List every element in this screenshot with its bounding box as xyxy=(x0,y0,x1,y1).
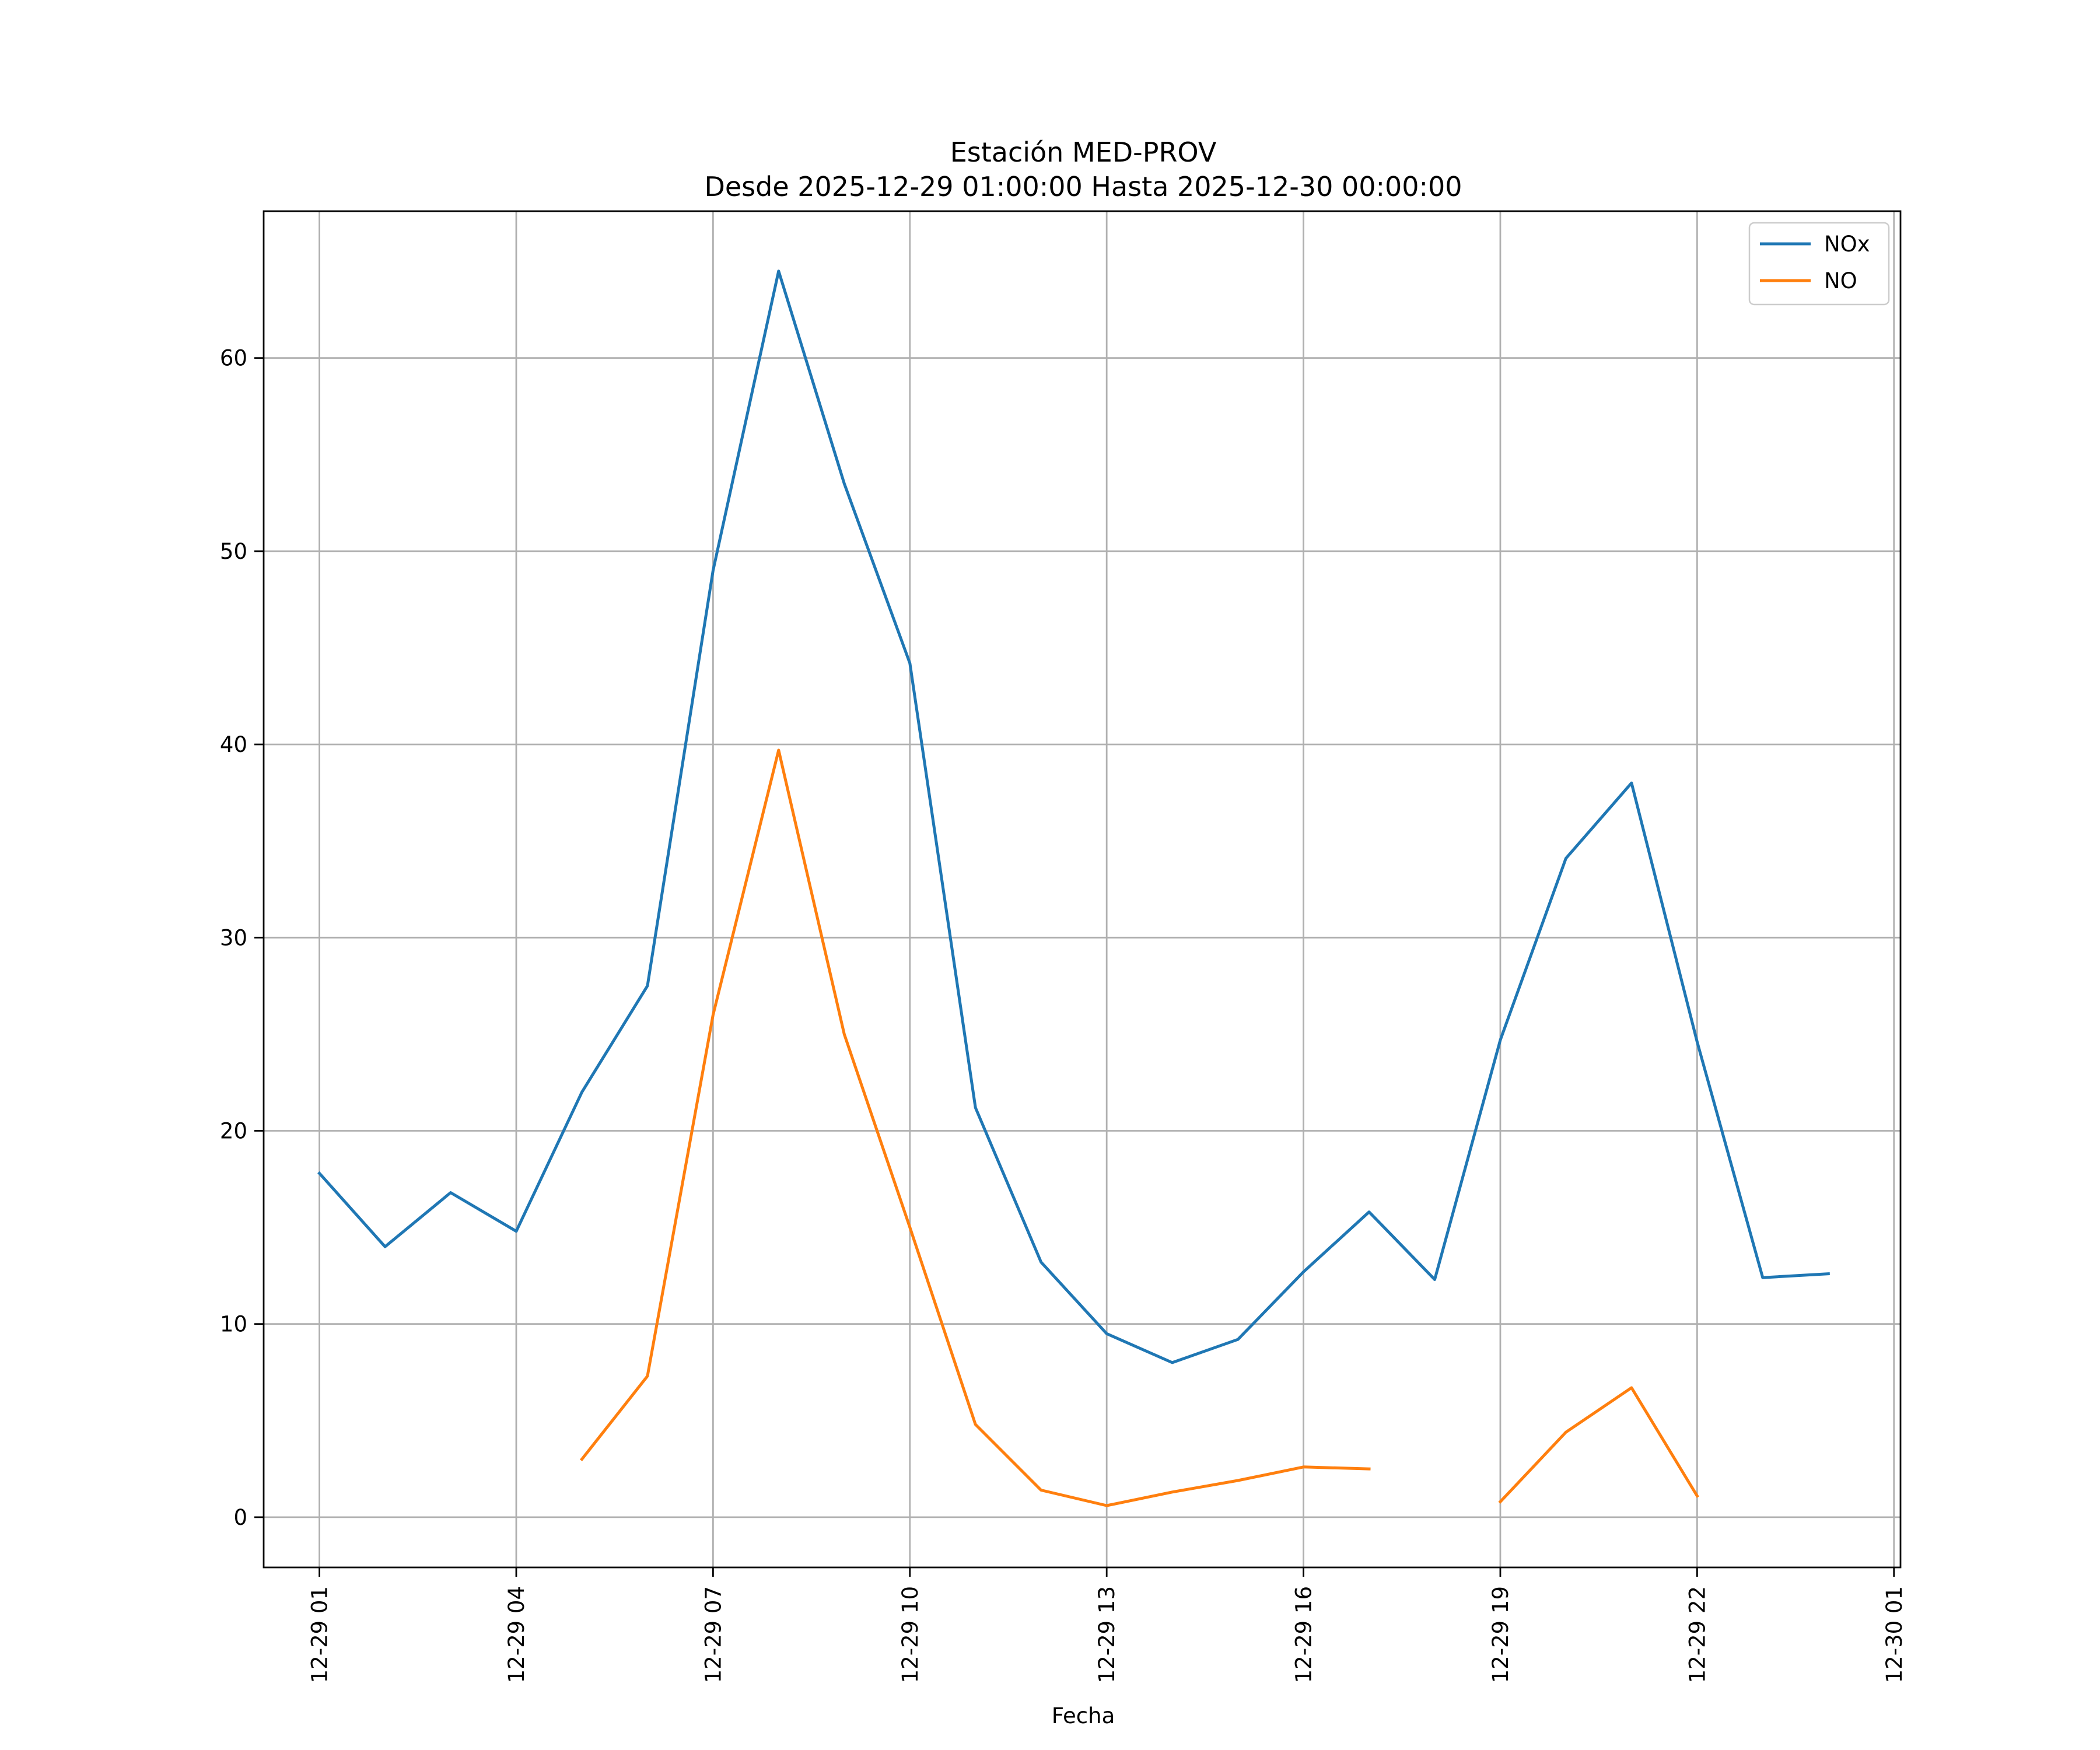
x-tick-label: 12-29 07 xyxy=(701,1586,726,1683)
x-tick-label: 12-29 13 xyxy=(1094,1586,1119,1683)
legend: NOx NO xyxy=(1748,222,1890,306)
x-axis-label: Fecha xyxy=(1052,1703,1115,1728)
series-lines xyxy=(317,270,1830,1507)
series-line-no xyxy=(579,748,1699,1507)
y-tick-label: 30 xyxy=(220,925,247,950)
y-tick-label: 50 xyxy=(220,539,247,564)
y-tick-label: 20 xyxy=(220,1118,247,1143)
x-tick-label: 12-29 01 xyxy=(307,1586,332,1683)
legend-label-nox: NOx xyxy=(1824,232,1870,257)
ticks: 12-29 01 12-29 04 12-29 07 12-29 10 12-29 13… xyxy=(220,346,1907,1684)
x-tick-label: 12-29 19 xyxy=(1488,1586,1513,1683)
x-tick-label: 12-29 04 xyxy=(504,1586,529,1683)
series-line-nox xyxy=(317,270,1830,1364)
x-tick-label: 12-30 01 xyxy=(1882,1586,1907,1683)
x-tick-label: 12-29 16 xyxy=(1292,1586,1317,1683)
chart-title: Estación MED-PROV xyxy=(950,136,1217,168)
y-tick-label: 0 xyxy=(233,1505,247,1530)
x-tick-label: 12-29 10 xyxy=(898,1586,923,1683)
legend-label-no: NO xyxy=(1824,268,1857,293)
grid xyxy=(264,211,1901,1567)
chart-subtitle: Desde 2025-12-29 01:00:00 Hasta 2025-12-… xyxy=(704,171,1462,202)
y-tick-label: 10 xyxy=(220,1312,247,1337)
x-tick-label: 12-29 22 xyxy=(1685,1586,1710,1683)
plot-frame xyxy=(262,210,1902,1569)
y-tick-label: 60 xyxy=(220,346,247,371)
y-tick-label: 40 xyxy=(220,732,247,757)
